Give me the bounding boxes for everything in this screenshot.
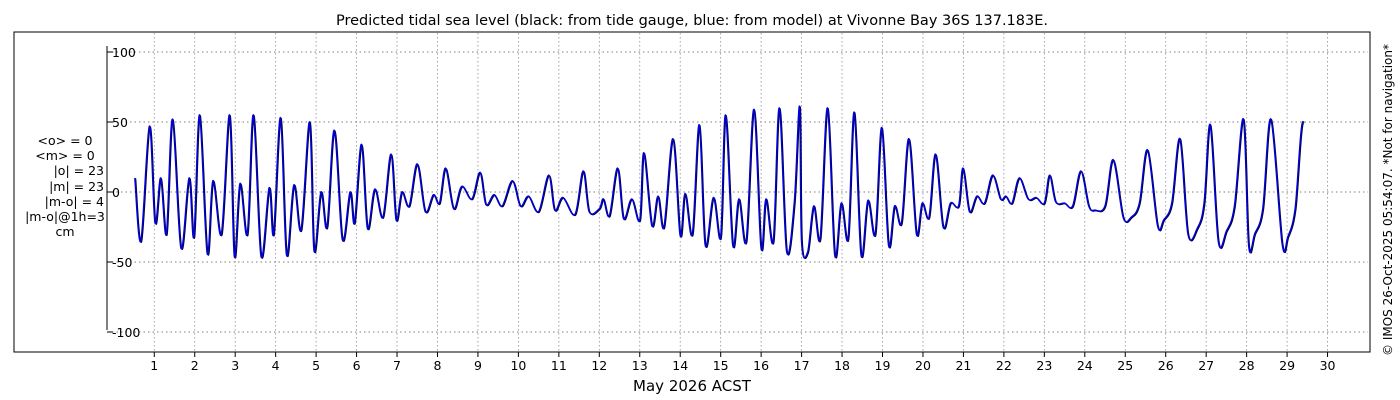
x-tick-label: 14: [672, 358, 688, 373]
x-tick-label: 12: [591, 358, 607, 373]
x-tick-label: 26: [1158, 358, 1174, 373]
x-tick-label: 7: [393, 358, 401, 373]
copyright-note: © IMOS 26-Oct-2025 05:54:07. *Not for na…: [1380, 6, 1396, 394]
x-tick-label: 6: [353, 358, 361, 373]
stat-mean-model: <m> = 0: [35, 148, 95, 164]
stat-mean-observed: <o> = 0: [37, 133, 93, 148]
x-tick-label: 23: [1036, 358, 1052, 373]
x-tick-label: 3: [231, 358, 239, 373]
plot-area: [13, 31, 1371, 353]
statistics-panel: <o> = 0 <m> = 0 |o| = 23 |m| = 23 |m-o| …: [0, 133, 130, 239]
x-tick-label: 28: [1239, 358, 1255, 373]
x-tick-label: 22: [996, 358, 1012, 373]
x-tick-label: 19: [875, 358, 891, 373]
x-axis: 1 2 3 4 5 6 7 8 9 10 11 12 13 14 15 16 17 18 19 20 21 22 23 24 2…: [150, 352, 1336, 373]
stat-abs-difference-1h: |m-o|@1h=3: [25, 209, 105, 225]
x-tick-label: 4: [272, 358, 280, 373]
stat-abs-model: |m| = 23: [49, 178, 104, 194]
grid-lines: [112, 33, 1368, 351]
x-tick-label: 20: [915, 358, 931, 373]
x-tick-label: 1: [150, 358, 158, 373]
y-tick-label: 50: [112, 115, 128, 130]
stat-unit: cm: [55, 224, 75, 240]
x-tick-label: 10: [510, 358, 526, 373]
x-tick-label: 27: [1198, 358, 1214, 373]
copyright-text: © IMOS 26-Oct-2025 05:54:07. *Not for na…: [1381, 44, 1395, 356]
stat-abs-observed: |o| = 23: [53, 163, 104, 179]
y-tick-label: 100: [112, 45, 136, 60]
y-tick-label: -100: [112, 325, 140, 340]
chart-title: Predicted tidal sea level (black: from t…: [336, 13, 1048, 29]
x-tick-label: 21: [955, 358, 971, 373]
series-line-model: [134, 105, 1305, 259]
x-tick-label: 8: [434, 358, 442, 373]
x-tick-label: 2: [191, 358, 199, 373]
x-tick-label: 9: [474, 358, 482, 373]
x-tick-label: 11: [551, 358, 567, 373]
series-layer: [134, 105, 1305, 260]
x-axis-label: May 2026 ACST: [633, 377, 752, 395]
x-tick-label: 13: [632, 358, 648, 373]
y-axis: -100 -50 0 50 100: [107, 45, 140, 340]
y-tick-label: -50: [112, 255, 132, 270]
x-tick-label: 29: [1279, 358, 1295, 373]
x-tick-label: 5: [312, 358, 320, 373]
x-tick-label: 24: [1077, 358, 1093, 373]
x-tick-label: 16: [753, 358, 769, 373]
y-tick-label: 0: [112, 185, 120, 200]
x-tick-label: 18: [834, 358, 850, 373]
x-tick-label: 25: [1117, 358, 1133, 373]
stat-abs-difference: |m-o| = 4: [44, 193, 104, 209]
x-tick-label: 15: [713, 358, 729, 373]
x-tick-label: 17: [794, 358, 810, 373]
x-tick-label: 30: [1320, 358, 1336, 373]
